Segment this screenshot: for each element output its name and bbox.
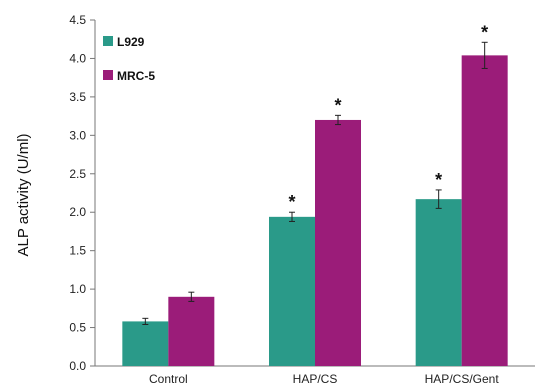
- legend-label-l929: L929: [117, 35, 145, 49]
- bar-l929-1: [269, 216, 315, 366]
- y-tick-label: 2.5: [69, 167, 86, 181]
- legend-swatch-mrc-5: [103, 70, 113, 80]
- y-axis-label: ALP activity (U/ml): [15, 133, 32, 256]
- legend-swatch-l929: [103, 36, 113, 46]
- x-tick-label: HAP/CS: [293, 372, 338, 385]
- y-tick-label: 0.0: [69, 359, 86, 373]
- y-tick-label: 1.5: [69, 244, 86, 258]
- x-tick-label: Control: [149, 372, 188, 385]
- bar-mrc-5-1: [315, 119, 361, 366]
- y-tick-label: 3.5: [69, 90, 86, 104]
- x-ticks: Control HAP/CS HAP/CS/Gent: [149, 372, 499, 385]
- significance-marker: *: [334, 95, 341, 115]
- legend: L929 MRC-5: [103, 35, 155, 83]
- y-ticks: 0.0 0.5 1.0 1.5 2.0 2.5 3.0 3.5 4.0 4.5: [69, 13, 95, 373]
- bar-mrc-5-0: [168, 296, 215, 366]
- bar-mrc-5-2: [461, 55, 508, 366]
- bars: * * * *: [122, 22, 508, 366]
- y-tick-label: 0.5: [69, 321, 86, 335]
- bar-l929-2: [415, 199, 462, 366]
- y-tick-label: 2.0: [69, 205, 86, 219]
- y-tick-label: 4.0: [69, 51, 86, 65]
- y-tick-label: 4.5: [69, 13, 86, 27]
- bar-l929-0: [122, 321, 169, 366]
- y-tick-label: 1.0: [69, 282, 86, 296]
- x-tick-label: HAP/CS/Gent: [425, 372, 500, 385]
- significance-marker: *: [288, 192, 295, 212]
- legend-label-mrc-5: MRC-5: [117, 69, 155, 83]
- y-tick-label: 3.0: [69, 128, 86, 142]
- significance-marker: *: [481, 22, 488, 42]
- significance-marker: *: [435, 170, 442, 190]
